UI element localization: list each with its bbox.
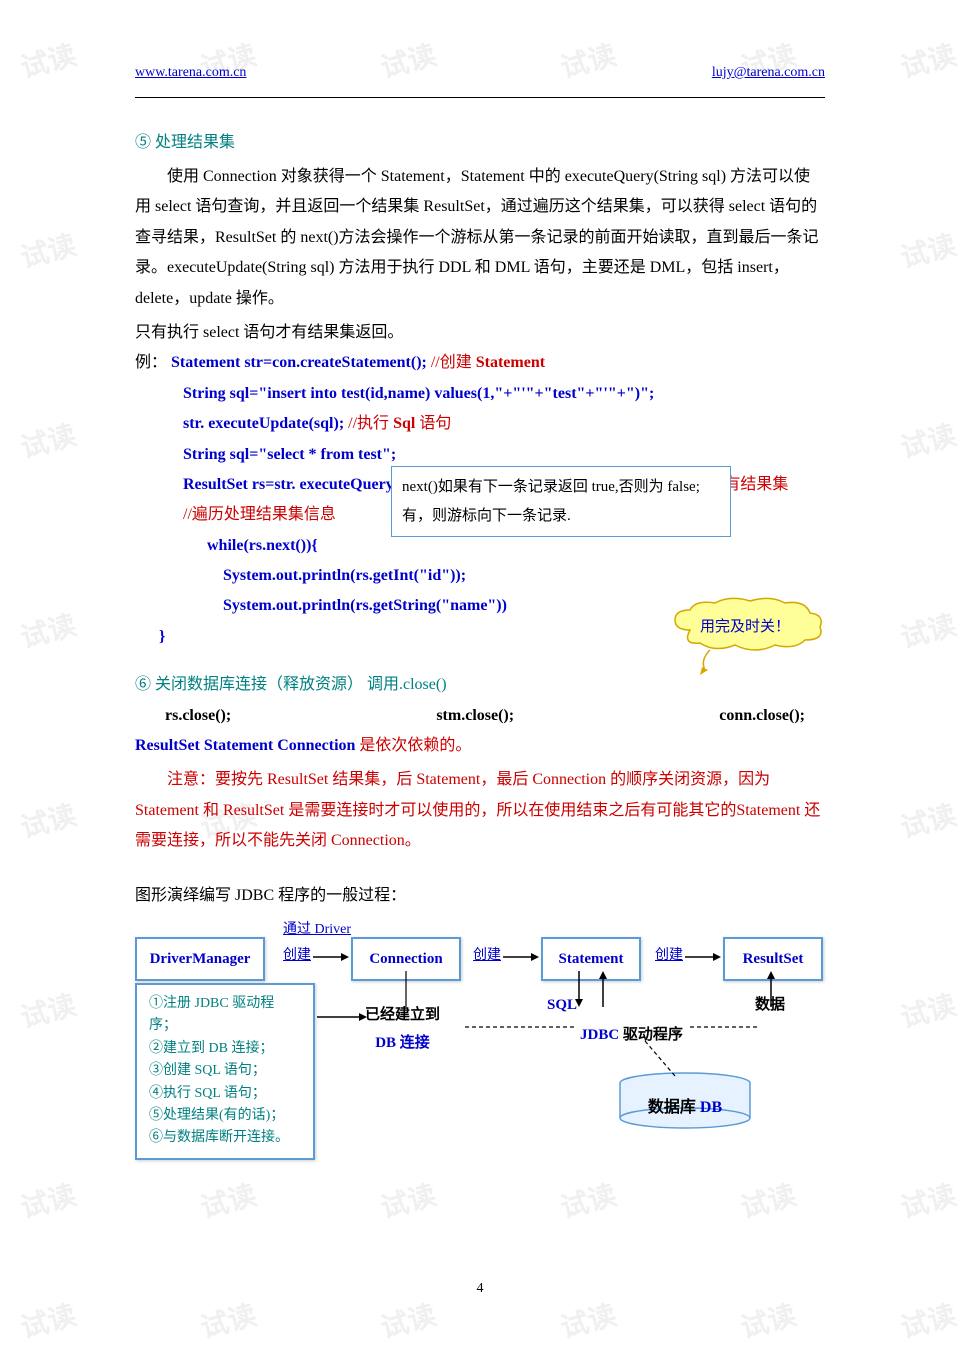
top-driver-label: 通过 Driver: [283, 917, 351, 944]
watermark: 试读: [376, 1293, 440, 1346]
box-drivermanager: DriverManager: [135, 937, 265, 982]
steps-box: ①注册 JDBC 驱动程序； ②建立到 DB 连接； ③创建 SQL 语句； ④…: [135, 983, 315, 1160]
box-statement: Statement: [541, 937, 641, 982]
header: www.tarena.com.cn lujy@tarena.com.cn: [135, 60, 825, 87]
watermark: 试读: [736, 1293, 800, 1346]
callout-cloud: 用完及时关！: [660, 595, 830, 675]
mid-box: 已经建立到 DB 连接: [365, 1001, 440, 1058]
stmt-up-arrow: [597, 971, 609, 1007]
dependency-line: ResultSet Statement Connection 是依次依赖的。: [135, 731, 825, 761]
code-line1c: Statement: [476, 354, 545, 371]
step6: ⑥与数据库断开连接。: [149, 1127, 301, 1149]
mid-line2: DB 连接: [365, 1029, 440, 1058]
code-line1a: Statement str=con.createStatement();: [171, 354, 431, 371]
arrow1-label: 创建: [283, 943, 311, 970]
code-line3b: //执行: [348, 415, 393, 432]
step2: ②建立到 DB 连接；: [149, 1038, 301, 1060]
dash-to-db: [635, 1041, 695, 1081]
mid-line1: 已经建立到: [365, 1001, 440, 1030]
section5-heading: ⑤ 处理结果集: [135, 128, 825, 158]
section6-heading-text: ⑥ 关闭数据库连接（释放资源） 调用.close(): [135, 676, 447, 693]
code-line3d: 语句: [419, 415, 451, 432]
arrow2-icon: [503, 951, 539, 963]
steps-to-mid-arrow: [317, 1011, 367, 1023]
code-line3c: Sql: [393, 415, 415, 432]
watermark: 试读: [896, 1293, 960, 1346]
code-line1b: //创建: [431, 354, 476, 371]
jdbc-diagram: 通过 Driver DriverManager 创建 Connection 创建…: [135, 921, 825, 1151]
arrow3-label: 创建: [655, 943, 683, 970]
page-number: 4: [0, 1281, 960, 1297]
note-line1: next()如果有下一条记录返回 true,否则为 false;: [402, 473, 720, 502]
code-line8: System.out.println(rs.getInt("id"));: [223, 561, 825, 591]
close-row: rs.close(); stm.close(); conn.close();: [135, 701, 825, 731]
step3: ③创建 SQL 语句；: [149, 1060, 301, 1082]
top-driver-text: 通过 Driver: [283, 922, 351, 937]
data-label: 数据: [755, 991, 785, 1020]
code-line3: str. executeUpdate(sql); //执行 Sql 语句: [183, 409, 825, 439]
step4: ④执行 SQL 语句；: [149, 1083, 301, 1105]
db-cylinder: 数据库 DB: [615, 1071, 755, 1142]
arrow2-label: 创建: [473, 943, 501, 970]
mid-db-text: DB 连接: [375, 1035, 430, 1051]
step1: ①注册 JDBC 驱动程序；: [149, 993, 301, 1038]
watermark: 试读: [16, 1293, 80, 1346]
close-stm: stm.close();: [436, 701, 514, 731]
header-left-link[interactable]: www.tarena.com.cn: [135, 60, 246, 87]
close-conn: conn.close();: [719, 701, 805, 731]
note-box: next()如果有下一条记录返回 true,否则为 false; 有，则游标向下…: [391, 466, 731, 537]
diagram-title: 图形演绎编写 JDBC 程序的一般过程：: [135, 881, 825, 911]
step5: ⑤处理结果(有的话)；: [149, 1105, 301, 1127]
close-rs: rs.close();: [165, 701, 231, 731]
arrow1-icon: [313, 951, 349, 963]
callout-text: 用完及时关！: [700, 613, 790, 642]
sql-label: SQL: [547, 991, 577, 1020]
watermark: 试读: [556, 1293, 620, 1346]
header-divider: [135, 97, 825, 98]
arrow3-icon: [685, 951, 721, 963]
dep-classes: ResultSet Statement Connection: [135, 737, 355, 754]
dep-text: 是依次依赖的。: [359, 737, 471, 754]
code-line2: String sql="insert into test(id,name) va…: [183, 379, 825, 409]
page-content: www.tarena.com.cn lujy@tarena.com.cn ⑤ 处…: [0, 0, 960, 1191]
dash-mid-jdbc: [465, 1021, 575, 1033]
db-label: 数据库 DB: [615, 1093, 755, 1123]
dash-jdbc-data: [690, 1021, 760, 1033]
watermark: 试读: [196, 1293, 260, 1346]
code-line3a: str. executeUpdate(sql);: [183, 415, 344, 432]
section5-body: 使用 Connection 对象获得一个 Statement，Statement…: [135, 162, 825, 314]
section5-p2: 只有执行 select 语句才有结果集返回。: [135, 318, 825, 348]
note-line2: 有，则游标向下一条记录.: [402, 502, 720, 531]
example-label: 例：: [135, 354, 167, 371]
close-note: 注意：要按先 ResultSet 结果集，后 Statement，最后 Conn…: [135, 765, 825, 856]
header-right-link[interactable]: lujy@tarena.com.cn: [712, 60, 825, 87]
code-example: 例： Statement str=con.createStatement(); …: [135, 348, 825, 378]
